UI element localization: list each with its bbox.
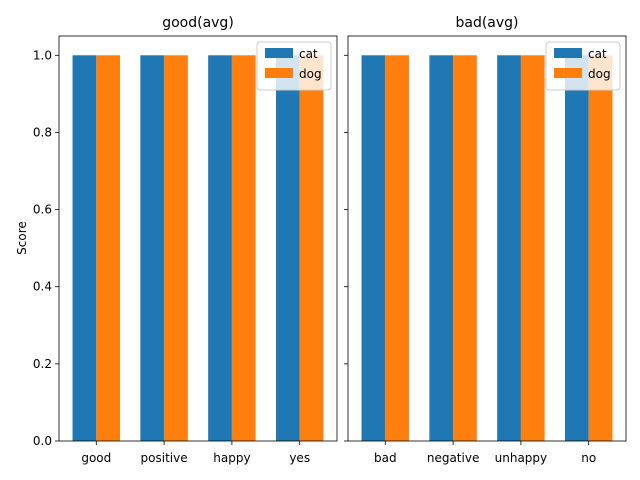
- chart-title: bad(avg): [455, 15, 518, 31]
- bar-dog-bad: [385, 55, 410, 442]
- bar-cat-negative: [429, 55, 454, 442]
- bar-cat-happy: [208, 55, 232, 442]
- chart-bad-avg: bad negative unhappy no bad(avg) cat dog: [344, 15, 627, 465]
- legend-swatch-dog: [554, 68, 582, 78]
- bar-cat-positive: [140, 55, 165, 442]
- bar-dog-no: [588, 55, 613, 442]
- y-tick-label: 0.6: [33, 203, 52, 217]
- bar-dog-unhappy: [520, 55, 545, 442]
- legend: cat dog: [256, 41, 332, 91]
- bar-dog-happy: [231, 55, 256, 442]
- bar-cat-bad: [361, 55, 386, 442]
- x-tick-label: positive: [141, 451, 188, 465]
- chart-title: good(avg): [162, 15, 234, 31]
- bar-dog-positive: [164, 55, 188, 442]
- legend-label-dog: dog: [588, 67, 611, 81]
- x-tick-label: bad: [374, 451, 397, 465]
- x-tick-label: no: [581, 451, 596, 465]
- axes-frame: [347, 35, 627, 442]
- legend-swatch-dog: [265, 68, 293, 78]
- x-tick-label: unhappy: [495, 451, 548, 465]
- y-tick-label: 0.4: [33, 280, 52, 294]
- chart-good-avg: good positive happy yes 0.0 0.2 0.4 0.6 0.8 1.0 go…: [33, 15, 338, 465]
- x-tick-label: negative: [427, 451, 479, 465]
- bar-cat-unhappy: [497, 55, 521, 442]
- y-tick-label: 0.2: [33, 357, 52, 371]
- y-tick-label: 0.0: [33, 434, 52, 448]
- bar-dog-good: [96, 55, 121, 442]
- bar-cat-no: [564, 55, 589, 442]
- y-tick-label: 1.0: [33, 48, 52, 62]
- bar-dog-negative: [453, 55, 477, 442]
- bar-dog-yes: [299, 55, 324, 442]
- legend-swatch-cat: [265, 48, 293, 58]
- x-tick-label: happy: [213, 451, 250, 465]
- y-axis-label: Score: [15, 221, 29, 255]
- x-tick-label: good: [81, 451, 111, 465]
- bar-cat-good: [72, 55, 97, 442]
- axes-frame: [58, 35, 338, 442]
- legend-label-cat: cat: [588, 47, 607, 61]
- legend-label-cat: cat: [299, 47, 318, 61]
- legend: cat dog: [545, 41, 621, 91]
- x-tick-label: yes: [289, 451, 310, 465]
- legend-swatch-cat: [554, 48, 582, 58]
- y-tick-label: 0.8: [33, 125, 52, 139]
- bar-cat-yes: [275, 55, 300, 442]
- legend-label-dog: dog: [299, 67, 322, 81]
